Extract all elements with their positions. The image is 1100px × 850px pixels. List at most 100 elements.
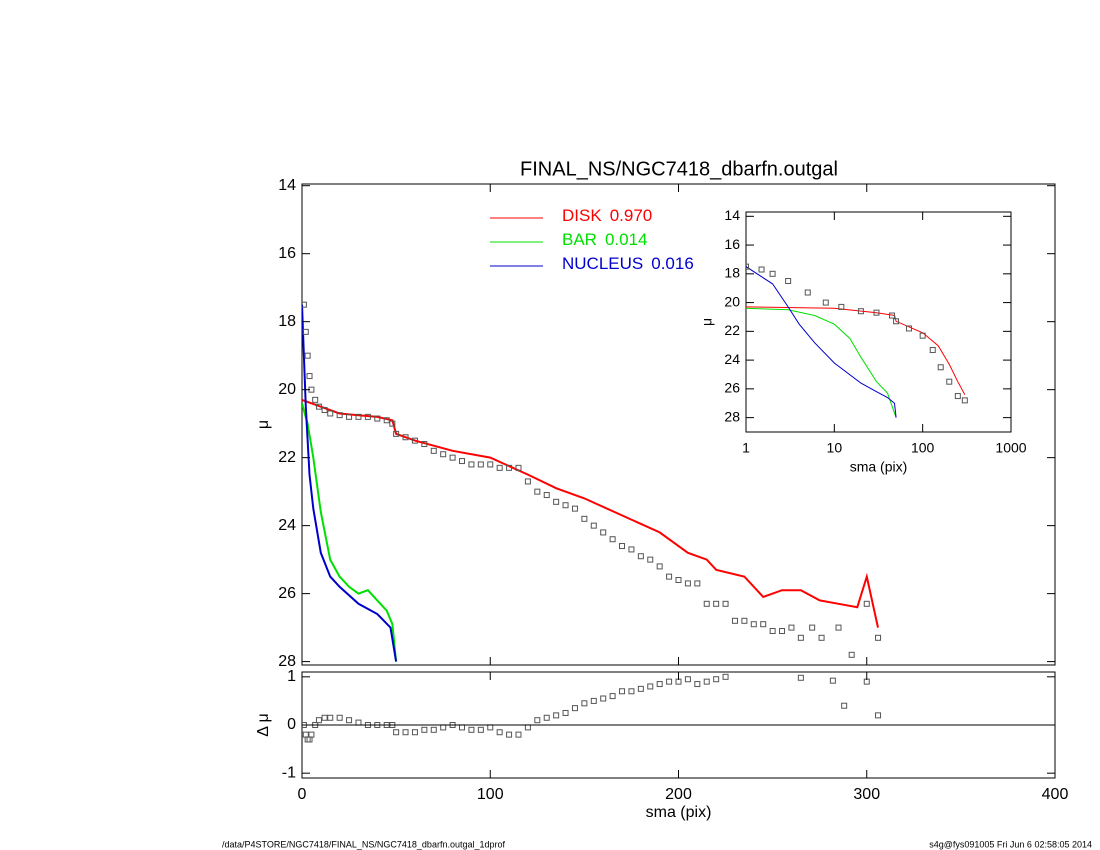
data-point [873,309,880,316]
data-point [600,695,607,702]
data-point [506,731,513,738]
legend-value: 0.016 [651,254,694,273]
data-point [937,364,944,371]
data-point [722,600,729,607]
data-point [315,403,322,410]
plot-area [746,263,968,418]
data-point [543,492,550,499]
data-point [581,700,588,707]
data-point [600,529,607,536]
data-point [769,270,776,277]
data-point [571,505,578,512]
data-point [581,515,588,522]
x-tick-label: 200 [665,786,692,803]
data-point [524,478,531,485]
data-point [430,447,437,454]
chart-title: FINAL_NS/NGC7418_dbarfn.outgal [520,158,838,180]
data-point [741,617,748,624]
data-point [374,415,381,422]
data-point [675,577,682,584]
y-tick-label: 26 [724,380,740,396]
y-tick-label: 28 [724,408,740,424]
data-point [760,621,767,628]
series-line [302,304,398,662]
data-point [393,430,400,437]
data-point [684,676,691,683]
data-point [421,441,428,448]
data-point [346,413,353,420]
data-point [306,373,313,380]
data-point [889,312,896,319]
y-tick-label: 18 [278,313,296,330]
data-point [515,464,522,471]
data-point [468,726,475,733]
series-line [302,403,398,662]
data-point [694,580,701,587]
data-point [402,729,409,736]
data-point [459,458,466,465]
data-point [553,498,560,505]
data-point [346,717,353,724]
legend-value: 0.014 [605,230,648,249]
plot-area [302,673,882,743]
data-point [822,299,829,306]
data-point [758,266,765,273]
data-point [321,714,328,721]
data-point [440,451,447,458]
data-point [954,393,961,400]
y-tick-label: 20 [278,381,296,398]
data-point [656,681,663,688]
data-point [769,628,776,635]
data-point [788,624,795,631]
data-point [571,705,578,712]
data-point [835,624,842,631]
footer-right: s4g@fys091005 Fri Jun 6 02:58:05 2014 [929,839,1092,849]
data-point [713,676,720,683]
data-point [647,556,654,563]
data-point [785,278,792,285]
data-point [722,673,729,680]
data-point [666,573,673,580]
data-point [421,726,428,733]
data-point [468,461,475,468]
data-point [411,437,418,444]
data-point [336,714,343,721]
data-point [327,714,334,721]
y-tick-label: 1 [287,668,296,685]
data-point [628,688,635,695]
data-point [961,397,968,404]
data-point [637,553,644,560]
x-axis-label: sma (pix) [646,804,712,821]
data-point [875,712,882,719]
x-tick-label: 400 [1042,786,1069,803]
data-point [302,301,307,308]
data-point [336,412,343,419]
data-point [496,464,503,471]
data-point [389,420,396,427]
y-axis-label: Δ μ [255,713,272,736]
data-point [609,536,616,543]
data-point [731,617,738,624]
data-point [875,634,882,641]
legend-value: 0.970 [610,206,653,225]
data-point [553,712,560,719]
data-point [411,729,418,736]
y-tick-label: 14 [724,207,740,223]
footer-left: /data/P4STORE/NGC7418/FINAL_NS/NGC7418_d… [222,839,505,849]
y-tick-label: 16 [724,236,740,252]
data-point [809,624,816,631]
data-point [637,685,644,692]
data-point [393,729,400,736]
y-tick-label: 0 [287,716,296,733]
data-point [590,522,597,529]
data-point [713,600,720,607]
y-tick-label: 24 [278,517,296,534]
data-point [534,488,541,495]
data-point [312,396,319,403]
data-point [315,717,322,724]
x-tick-label: 100 [477,786,504,803]
y-axis-label: μ [699,318,715,326]
y-tick-label: 22 [278,449,296,466]
data-point [308,731,315,738]
